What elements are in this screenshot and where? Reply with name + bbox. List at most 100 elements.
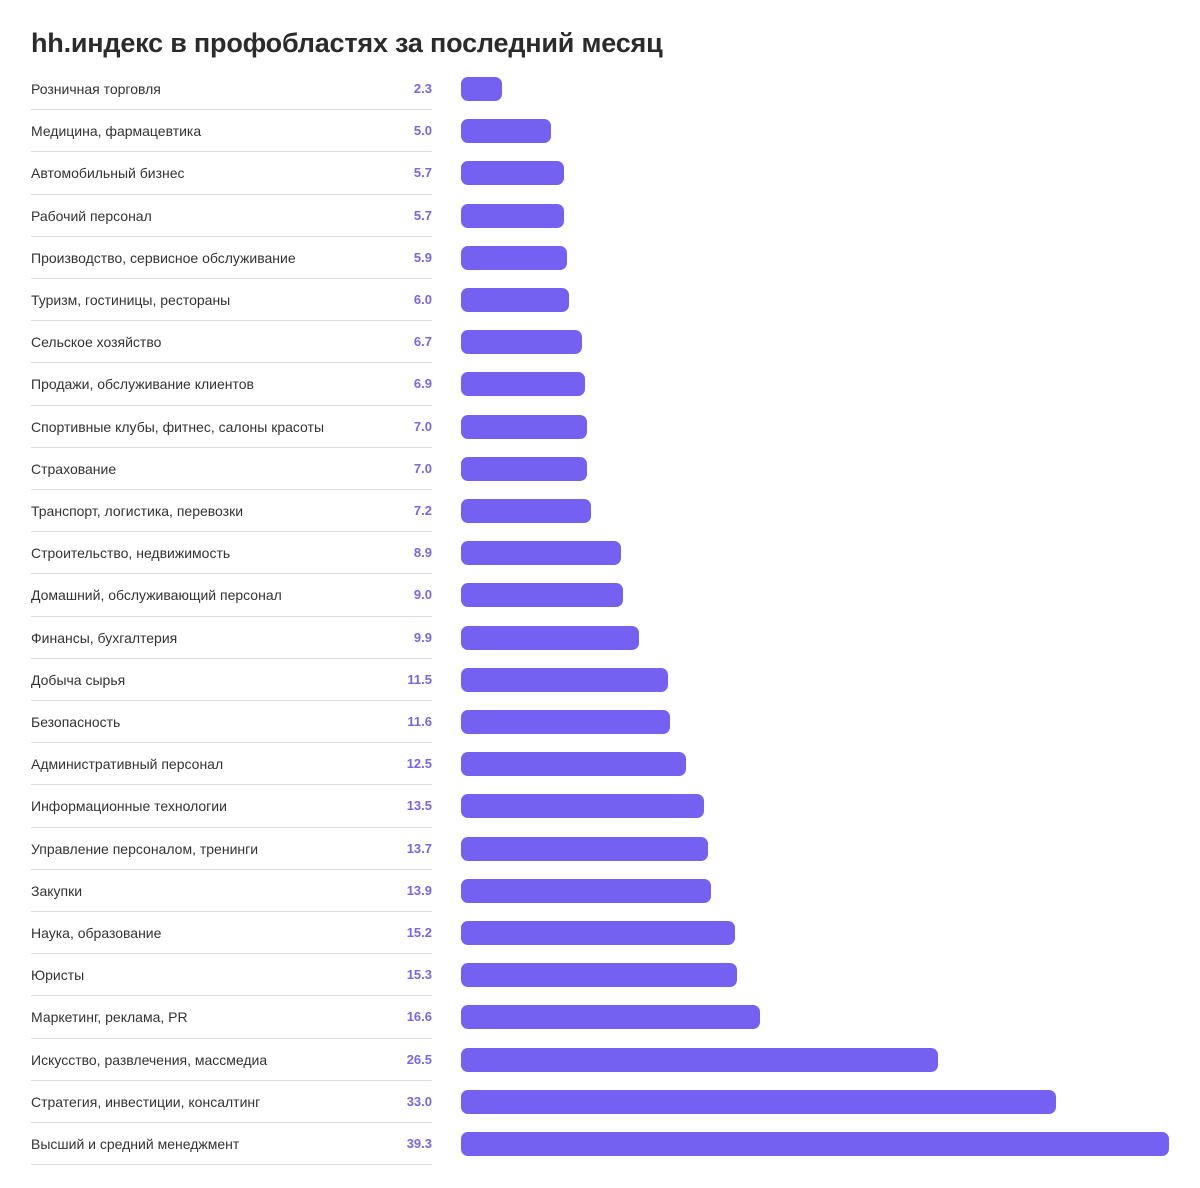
- category-label: Автомобильный бизнес: [31, 165, 185, 182]
- row-divider: [31, 109, 432, 111]
- row-divider: [31, 193, 432, 195]
- row-divider: [31, 995, 432, 997]
- bar: [461, 752, 687, 777]
- bar: [461, 583, 624, 608]
- data-label: 7.0: [413, 460, 432, 476]
- bar: [461, 288, 570, 312]
- category-label: Финансы, бухгалтерия: [31, 629, 178, 646]
- row-divider: [31, 615, 432, 617]
- bar: [461, 203, 564, 228]
- row-divider: [31, 488, 432, 490]
- category-label: Закупки: [31, 882, 83, 899]
- data-label: 9.0: [413, 587, 432, 603]
- category-label: Медицина, фармацевтика: [31, 123, 202, 140]
- bar: [461, 77, 503, 101]
- row-divider: [31, 404, 432, 406]
- bar: [461, 878, 712, 903]
- data-label: 9.9: [413, 629, 432, 645]
- category-label: Сельское хозяйство: [31, 334, 162, 351]
- chart-row: Розничная торговля 2.3: [0, 68, 1200, 111]
- chart-row: Закупки 13.9: [0, 870, 1200, 912]
- chart-row: Информационные технологии 13.5: [0, 785, 1200, 828]
- row-divider: [31, 1079, 432, 1081]
- category-label: Маркетинг, реклама, PR: [31, 1009, 188, 1026]
- bar: [461, 372, 586, 397]
- data-label: 7.2: [413, 503, 432, 518]
- data-label: 33.0: [406, 1093, 432, 1109]
- row-divider: [31, 784, 432, 786]
- chart-row: Административный персонал 12.5: [0, 743, 1200, 786]
- chart-row: Строительство, недвижимость 8.9: [0, 532, 1200, 575]
- category-label: Административный персонал: [31, 756, 224, 773]
- category-label: Стратегия, инвестиции, консалтинг: [31, 1093, 261, 1110]
- data-label: 7.0: [413, 418, 432, 434]
- category-label: Производство, сервисное обслуживание: [31, 249, 296, 266]
- data-label: 5.7: [413, 165, 432, 181]
- category-label: Информационные технологии: [31, 798, 227, 815]
- bar: [461, 161, 564, 186]
- chart-row: Стратегия, инвестиции, консалтинг 33.0: [0, 1081, 1200, 1123]
- category-label: Домашний, обслуживающий персонал: [31, 587, 282, 604]
- row-divider: [31, 235, 432, 237]
- data-label: 11.5: [407, 671, 432, 687]
- bar: [461, 541, 622, 566]
- chart-row: Искусство, развлечения, массмедиа 26.5: [0, 1039, 1200, 1081]
- row-divider: [31, 362, 432, 364]
- chart-row: Страхование 7.0: [0, 448, 1200, 490]
- bar: [461, 1132, 1169, 1156]
- bar: [461, 330, 582, 355]
- chart-row: Автомобильный бизнес 5.7: [0, 152, 1200, 195]
- data-label: 5.7: [413, 207, 432, 223]
- data-label: 6.0: [413, 292, 432, 307]
- row-divider: [31, 742, 432, 744]
- chart-row: Производство, сервисное обслуживание 5.9: [0, 237, 1200, 279]
- bar: [461, 499, 591, 523]
- bar: [461, 414, 588, 439]
- row-divider: [31, 910, 432, 912]
- row-divider: [31, 446, 432, 448]
- category-label: Добыча сырья: [31, 671, 126, 688]
- data-label: 13.5: [406, 798, 432, 814]
- chart-row: Юристы 15.3: [0, 954, 1200, 997]
- row-divider: [31, 657, 432, 659]
- chart-title: hh.индекс в профобластях за последний ме…: [31, 28, 663, 58]
- bar: [461, 836, 708, 861]
- data-label: 15.2: [406, 925, 432, 940]
- chart-row: Маркетинг, реклама, PR 16.6: [0, 996, 1200, 1039]
- chart-row: Спортивные клубы, фитнес, салоны красоты…: [0, 406, 1200, 448]
- category-label: Искусство, развлечения, массмедиа: [31, 1051, 268, 1068]
- bar: [461, 1047, 939, 1072]
- chart-row: Сельское хозяйство 6.7: [0, 321, 1200, 364]
- bar: [461, 963, 737, 988]
- chart-row: Рабочий персонал 5.7: [0, 195, 1200, 237]
- chart-row: Домашний, обслуживающий персонал 9.0: [0, 574, 1200, 617]
- chart-row: Туризм, гостиницы, рестораны 6.0: [0, 279, 1200, 322]
- category-label: Высший и средний менеджмент: [31, 1136, 240, 1152]
- data-label: 39.3: [406, 1136, 432, 1151]
- data-label: 6.9: [413, 376, 432, 392]
- data-label: 15.3: [406, 967, 432, 983]
- data-label: 12.5: [406, 756, 432, 772]
- category-label: Строительство, недвижимость: [31, 545, 231, 562]
- chart-row: Добыча сырья 11.5: [0, 659, 1200, 701]
- category-label: Продажи, обслуживание клиентов: [31, 376, 254, 393]
- chart-row: Управление персоналом, тренинги 13.7: [0, 828, 1200, 870]
- chart-row: Высший и средний менеджмент 39.3: [0, 1123, 1200, 1166]
- bar: [461, 710, 670, 734]
- data-label: 2.3: [413, 81, 432, 96]
- bar: [461, 1005, 761, 1030]
- category-label: Спортивные клубы, фитнес, салоны красоты: [31, 418, 325, 435]
- row-divider: [31, 953, 432, 955]
- bar: [461, 456, 588, 481]
- category-label: Управление персоналом, тренинги: [31, 840, 259, 857]
- chart-row: Медицина, фармацевтика 5.0: [0, 110, 1200, 153]
- bar: [461, 625, 640, 650]
- category-label: Розничная торговля: [31, 81, 161, 97]
- category-label: Безопасность: [31, 714, 121, 730]
- category-label: Рабочий персонал: [31, 207, 152, 224]
- data-label: 6.7: [413, 334, 432, 350]
- data-label: 26.5: [406, 1051, 432, 1067]
- chart-row: Транспорт, логистика, перевозки 7.2: [0, 490, 1200, 533]
- data-label: 13.7: [406, 840, 432, 856]
- chart-row: Наука, образование 15.2: [0, 912, 1200, 955]
